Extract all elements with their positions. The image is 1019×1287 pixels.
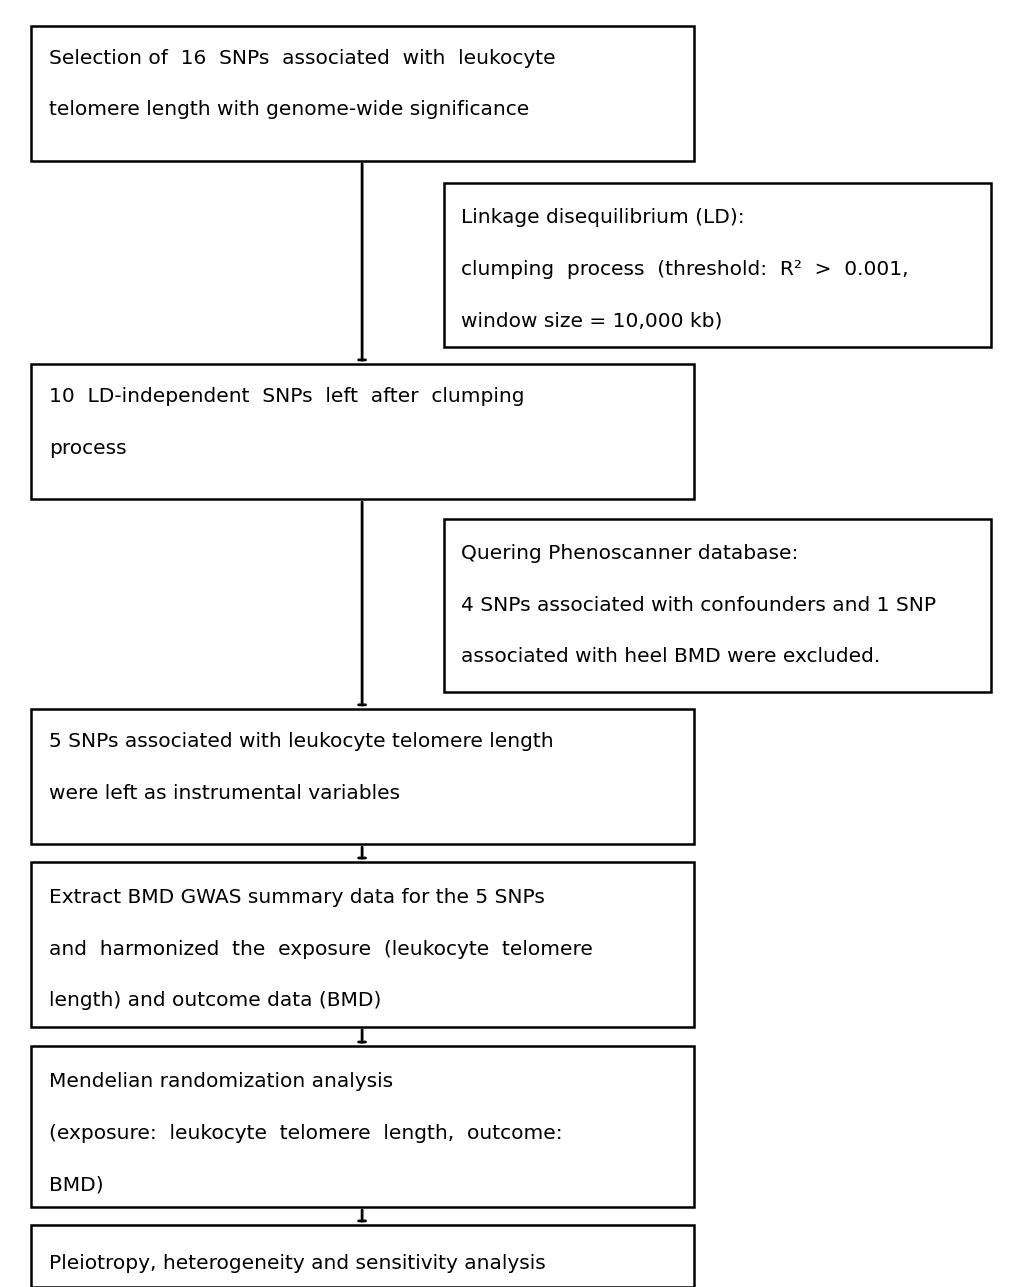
FancyBboxPatch shape bbox=[31, 26, 693, 161]
FancyBboxPatch shape bbox=[31, 862, 693, 1027]
Text: 4 SNPs associated with confounders and 1 SNP: 4 SNPs associated with confounders and 1… bbox=[461, 596, 935, 615]
Text: 10  LD-independent  SNPs  left  after  clumping: 10 LD-independent SNPs left after clumpi… bbox=[49, 387, 524, 407]
FancyBboxPatch shape bbox=[31, 1046, 693, 1207]
FancyBboxPatch shape bbox=[443, 183, 990, 347]
Text: length) and outcome data (BMD): length) and outcome data (BMD) bbox=[49, 991, 381, 1010]
Text: telomere length with genome-wide significance: telomere length with genome-wide signifi… bbox=[49, 100, 529, 120]
Text: (exposure:  leukocyte  telomere  length,  outcome:: (exposure: leukocyte telomere length, ou… bbox=[49, 1124, 562, 1143]
FancyBboxPatch shape bbox=[31, 709, 693, 844]
Text: BMD): BMD) bbox=[49, 1175, 104, 1194]
Text: Mendelian randomization analysis: Mendelian randomization analysis bbox=[49, 1072, 392, 1091]
Text: were left as instrumental variables: were left as instrumental variables bbox=[49, 784, 399, 803]
Text: associated with heel BMD were excluded.: associated with heel BMD were excluded. bbox=[461, 647, 879, 667]
Text: 5 SNPs associated with leukocyte telomere length: 5 SNPs associated with leukocyte telomer… bbox=[49, 732, 553, 752]
Text: window size = 10,000 kb): window size = 10,000 kb) bbox=[461, 311, 721, 331]
Text: Selection of  16  SNPs  associated  with  leukocyte: Selection of 16 SNPs associated with leu… bbox=[49, 49, 555, 68]
FancyBboxPatch shape bbox=[31, 364, 693, 499]
Text: Quering Phenoscanner database:: Quering Phenoscanner database: bbox=[461, 544, 798, 564]
Text: Extract BMD GWAS summary data for the 5 SNPs: Extract BMD GWAS summary data for the 5 … bbox=[49, 888, 544, 907]
Text: process: process bbox=[49, 439, 126, 458]
Text: clumping  process  (threshold:  R²  >  0.001,: clumping process (threshold: R² > 0.001, bbox=[461, 260, 908, 279]
FancyBboxPatch shape bbox=[443, 519, 990, 692]
Text: and  harmonized  the  exposure  (leukocyte  telomere: and harmonized the exposure (leukocyte t… bbox=[49, 940, 592, 959]
Text: Linkage disequilibrium (LD):: Linkage disequilibrium (LD): bbox=[461, 208, 744, 228]
FancyBboxPatch shape bbox=[31, 1225, 693, 1287]
Text: Pleiotropy, heterogeneity and sensitivity analysis: Pleiotropy, heterogeneity and sensitivit… bbox=[49, 1254, 545, 1273]
